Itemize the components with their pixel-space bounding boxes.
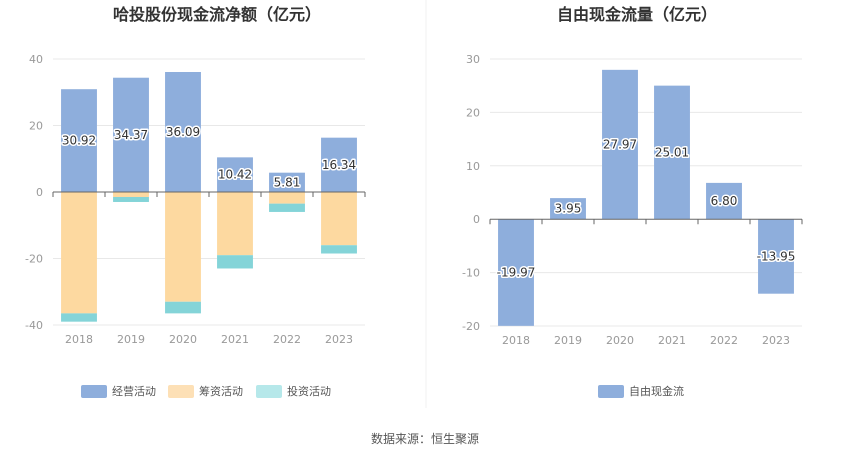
left-bar-investing-2020[interactable]: [165, 301, 201, 314]
left-bar-financing-2023[interactable]: [321, 192, 357, 246]
right-y-tick-label: 30: [466, 53, 480, 66]
left-y-tick-label: 20: [29, 120, 43, 133]
left-x-tick-label-2019: 2019: [117, 333, 145, 346]
right-x-tick-label-2022: 2022: [710, 334, 738, 347]
left-bar-investing-2018[interactable]: [61, 313, 97, 322]
chart-right-data-labels: -19.97 3.95 27.97 25.01 6.80 -13.95: [495, 136, 797, 281]
chart-left-data-labels: 30.92 34.37 36.09 10.42 5.81 16.34: [60, 124, 357, 191]
right-bar-fcf-2022[interactable]: [706, 182, 742, 220]
right-bar-fcf-2023[interactable]: [758, 219, 794, 294]
legend-left: 经营活动 筹资活动 投资活动: [81, 384, 331, 398]
chart-left-bars: [61, 72, 357, 322]
left-x-tick-label-2018: 2018: [65, 333, 93, 346]
legend-label-investing: 投资活动: [287, 384, 331, 398]
right-x-tick-label-2023: 2023: [762, 334, 790, 347]
right-bar-fcf-2020[interactable]: [602, 69, 638, 220]
left-bar-financing-2021[interactable]: [217, 192, 253, 256]
legend-item-financing[interactable]: 筹资活动: [168, 384, 243, 398]
chart-right-title: 自由现金流量（亿元）: [557, 5, 717, 24]
right-y-tick-label: 20: [466, 106, 480, 119]
legend-swatch-financing: [168, 385, 194, 398]
left-bar-investing-2019[interactable]: [113, 196, 149, 202]
legend-swatch-investing: [256, 385, 282, 398]
left-y-tick-label: 40: [29, 53, 43, 66]
right-data-label-2019: 3.95: [555, 202, 582, 216]
right-y-tick-label: 0: [473, 213, 480, 226]
legend-label-operating: 经营活动: [112, 384, 156, 398]
left-bar-operating-2022[interactable]: [269, 172, 305, 192]
source-note: 数据来源：恒生聚源: [371, 431, 479, 446]
left-data-label-2019: 34.37: [114, 128, 148, 142]
right-x-tick-label-2020: 2020: [606, 334, 634, 347]
left-x-tick-label-2020: 2020: [169, 333, 197, 346]
right-data-label-2018: -19.97: [497, 266, 536, 280]
left-bar-financing-2022[interactable]: [269, 192, 305, 204]
legend-swatch-operating: [81, 385, 107, 398]
left-bar-financing-2019[interactable]: [113, 192, 149, 197]
right-data-label-2022: 6.80: [711, 194, 738, 208]
right-data-label-2021: 25.01: [655, 145, 689, 159]
chart-right-gridlines: [490, 58, 802, 327]
chart-left-title: 哈投股份现金流净额（亿元）: [113, 5, 321, 24]
left-data-label-2021: 10.42: [218, 168, 252, 182]
right-bar-fcf-2018[interactable]: [498, 219, 534, 326]
right-x-tick-label-2018: 2018: [502, 334, 530, 347]
right-bar-fcf-2021[interactable]: [654, 85, 690, 220]
right-data-label-2023: -13.95: [757, 249, 796, 263]
left-bar-operating-2020[interactable]: [165, 72, 201, 192]
chart-left-axes: 40 20 0 -20 -40 2018 2019 2020 2021 2022 2023: [25, 53, 366, 346]
legend-item-investing[interactable]: 投资活动: [256, 384, 331, 398]
left-y-tick-label: 0: [36, 186, 43, 199]
left-bar-investing-2021[interactable]: [217, 255, 253, 269]
left-bar-investing-2023[interactable]: [321, 245, 357, 254]
chart-right-axes: 30 20 10 0 -10 -20 2018 2019 2020 2021 2022 2023: [462, 53, 803, 347]
left-data-label-2022: 5.81: [274, 175, 301, 189]
legend-swatch-fcf: [598, 385, 624, 398]
left-bar-investing-2022[interactable]: [269, 203, 305, 212]
chart-right-bars: [498, 69, 794, 326]
left-bar-operating-2019[interactable]: [113, 77, 149, 192]
right-bar-fcf-2019[interactable]: [550, 198, 586, 220]
right-y-tick-label: -20: [462, 320, 480, 333]
right-y-tick-label: 10: [466, 160, 480, 173]
chart-left-gridlines: [53, 58, 365, 326]
legend-item-fcf[interactable]: 自由现金流: [598, 384, 684, 398]
left-y-tick-label: -40: [25, 319, 43, 332]
legend-item-operating[interactable]: 经营活动: [81, 384, 156, 398]
legend-right: 自由现金流: [598, 384, 684, 398]
left-data-label-2020: 36.09: [166, 125, 200, 139]
left-bar-financing-2018[interactable]: [61, 192, 97, 314]
left-bar-operating-2018[interactable]: [61, 89, 97, 192]
legend-label-financing: 筹资活动: [199, 384, 243, 398]
left-data-label-2023: 16.34: [322, 158, 356, 172]
left-data-label-2018: 30.92: [62, 134, 96, 148]
right-x-tick-label-2021: 2021: [658, 334, 686, 347]
legend-label-fcf: 自由现金流: [629, 384, 684, 398]
right-y-tick-label: -10: [462, 267, 480, 280]
left-bar-operating-2021[interactable]: [217, 157, 253, 192]
left-y-tick-label: -20: [25, 253, 43, 266]
right-x-tick-label-2019: 2019: [554, 334, 582, 347]
right-data-label-2020: 27.97: [603, 138, 637, 152]
left-x-tick-label-2021: 2021: [221, 333, 249, 346]
left-x-tick-label-2022: 2022: [273, 333, 301, 346]
left-x-tick-label-2023: 2023: [325, 333, 353, 346]
left-bar-operating-2023[interactable]: [321, 137, 357, 192]
left-bar-financing-2020[interactable]: [165, 192, 201, 302]
